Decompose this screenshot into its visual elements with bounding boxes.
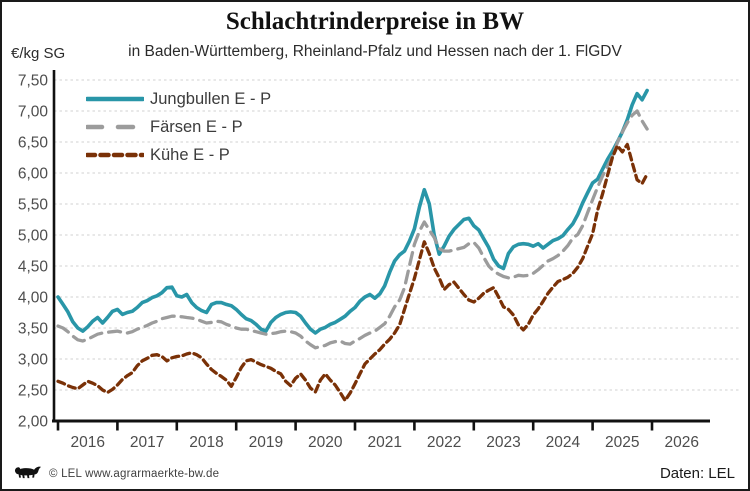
bw-lion-logo-icon: [14, 466, 42, 479]
x-tick-label: 2026: [664, 434, 698, 451]
y-tick-label: 6,50: [18, 135, 49, 152]
x-tick-label: 2022: [427, 434, 461, 451]
x-tick-label: 2021: [367, 434, 401, 451]
jungbullen-solid-line-icon: [86, 96, 144, 102]
legend-item-jungbullen: Jungbullen E - P: [86, 88, 271, 110]
x-tick-label: 2020: [308, 434, 343, 451]
copyright-text: © LEL www.agrarmaerkte-bw.de: [49, 468, 220, 480]
legend-item-faersen: Färsen E - P: [86, 116, 271, 138]
y-tick-label: 2,50: [18, 383, 49, 400]
x-tick-label: 2016: [70, 434, 104, 451]
y-tick-label: 2,00: [18, 414, 49, 431]
kuehe-dashed-line-icon: [86, 152, 144, 158]
y-tick-label: 5,00: [18, 228, 49, 245]
y-tick-label: 3,00: [18, 352, 49, 369]
y-tick-label: 5,50: [18, 197, 49, 214]
x-tick-label: 2023: [486, 434, 520, 451]
chart-subtitle: in Baden-Württemberg, Rheinland-Pfalz un…: [128, 43, 622, 60]
y-tick-label: 4,00: [18, 290, 49, 307]
x-tick-label: 2018: [189, 434, 223, 451]
y-axis-unit-label: €/kg SG: [11, 45, 66, 62]
x-tick-label: 2025: [605, 434, 639, 451]
y-tick-label: 6,00: [18, 166, 49, 183]
x-tick-label: 2019: [249, 434, 283, 451]
series-line-0: [56, 88, 649, 335]
legend-item-kuehe: Kühe E - P: [86, 144, 271, 166]
x-tick-label: 2024: [546, 434, 581, 451]
faersen-dashed-line-icon: [86, 124, 144, 130]
y-tick-label: 7,00: [18, 104, 49, 121]
data-source-label: Daten: LEL: [659, 465, 735, 482]
series-line-2: [56, 142, 649, 403]
legend-label-kuehe: Kühe E - P: [150, 145, 230, 164]
legend-label-jungbullen: Jungbullen E - P: [150, 89, 272, 108]
y-tick-label: 3,50: [18, 321, 49, 338]
chart-title: Schlachtrinderpreise in BW: [225, 8, 525, 35]
y-tick-label: 4,50: [18, 259, 49, 276]
chart-legend: Jungbullen E - P Färsen E - P Kühe E - P: [86, 88, 271, 166]
y-tick-label: 7,50: [18, 73, 49, 90]
series-line-1: [56, 109, 649, 350]
x-tick-label: 2017: [130, 434, 164, 451]
legend-label-faersen: Färsen E - P: [150, 117, 243, 136]
